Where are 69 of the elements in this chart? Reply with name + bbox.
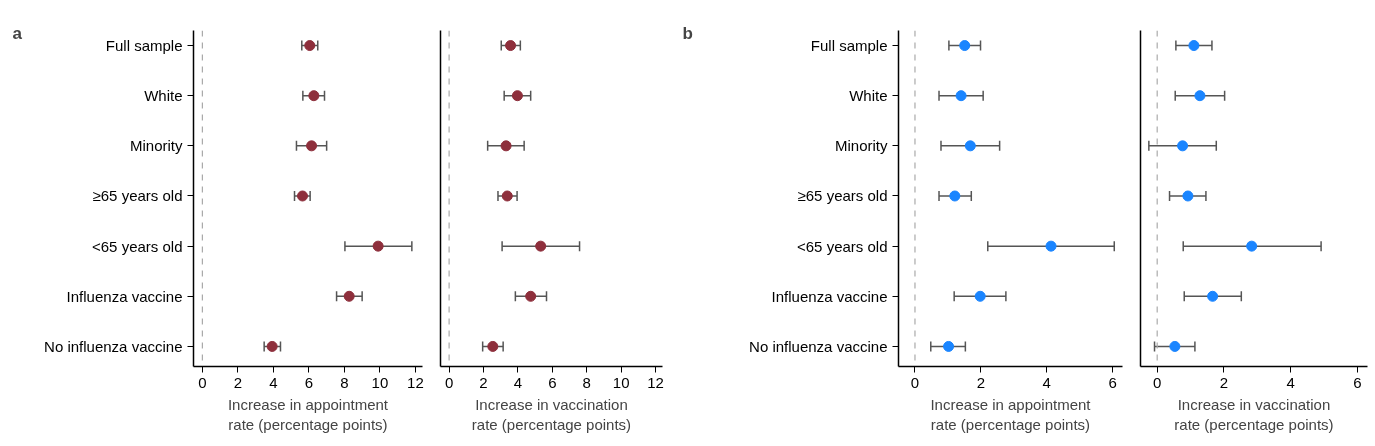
x-axis-title: Increase in vaccination rate (percentage points) (1174, 395, 1334, 433)
y-tick-label: Minority (129, 137, 183, 155)
point (500, 140, 512, 152)
x-tick-label: 0 (1153, 373, 1162, 391)
y-tick-label: Minority (834, 137, 888, 155)
x-tick-label: 4 (513, 373, 523, 391)
point (308, 90, 320, 102)
point (306, 140, 318, 152)
point (505, 40, 517, 52)
y-tick-label: No influenza vaccine (44, 337, 183, 355)
y-tick-label: No influenza vaccine (749, 337, 888, 355)
point (525, 290, 537, 302)
x-tick-label: 0 (444, 373, 454, 391)
x-tick-label: 4 (1286, 373, 1295, 391)
x-tick-label: 6 (1353, 373, 1362, 391)
x-tick-label: 2 (1219, 373, 1229, 391)
x-tick-label: 0 (198, 373, 207, 391)
point (511, 90, 523, 102)
point (297, 190, 308, 202)
y-tick-label: ≥65 years old (797, 187, 888, 205)
point (949, 190, 961, 202)
x-axis-title: Increase in appointment rate (percentage points) (930, 395, 1092, 433)
point (1169, 340, 1181, 352)
y-tick-label: ≥65 years old (92, 187, 183, 205)
x-tick-label: 6 (304, 373, 314, 391)
text: a (12, 23, 23, 43)
point (959, 40, 971, 52)
x-tick-label: 8 (340, 373, 349, 391)
x-axis-title: Increase in vaccination rate (percentage points) (471, 395, 632, 433)
point (1182, 190, 1194, 202)
point (943, 340, 955, 352)
y-tick-label: Influenza vaccine (66, 287, 183, 305)
point (1188, 40, 1200, 52)
point (1177, 140, 1189, 152)
x-tick-label: 8 (582, 373, 591, 391)
text: b (682, 23, 693, 43)
x-tick-label: 0 (910, 373, 920, 391)
point (974, 290, 986, 302)
x-tick-label: 6 (1108, 373, 1117, 391)
x-tick-label: 6 (548, 373, 557, 391)
point (372, 240, 384, 252)
point (343, 290, 355, 302)
x-tick-label: 4 (269, 373, 278, 391)
y-tick-label: Full sample (810, 37, 888, 55)
point (501, 190, 513, 202)
point (964, 140, 976, 152)
x-tick-label: 12 (647, 373, 664, 391)
y-tick-label: Influenza vaccine (771, 287, 888, 305)
x-tick-label: 4 (1042, 373, 1051, 391)
y-tick-label: <65 years old (92, 237, 183, 255)
x-tick-label: 10 (612, 373, 630, 391)
y-tick-label: White (849, 87, 888, 105)
x-axis-title: Increase in appointment rate (percentage points) (227, 395, 389, 433)
point (1194, 90, 1206, 102)
x-tick-label: 2 (976, 373, 986, 391)
y-tick-label: <65 years old (797, 237, 888, 255)
x-tick-label: 12 (407, 373, 424, 391)
x-tick-label: 2 (233, 373, 243, 391)
y-tick-label: Full sample (105, 37, 183, 55)
x-tick-label: 2 (479, 373, 488, 391)
x-tick-label: 10 (371, 373, 389, 391)
point (1207, 290, 1219, 302)
point (487, 340, 499, 352)
y-tick-label: White (144, 87, 183, 105)
point (955, 90, 967, 102)
point (1246, 240, 1258, 252)
point (1045, 240, 1057, 252)
point (266, 340, 278, 352)
point (535, 240, 547, 252)
